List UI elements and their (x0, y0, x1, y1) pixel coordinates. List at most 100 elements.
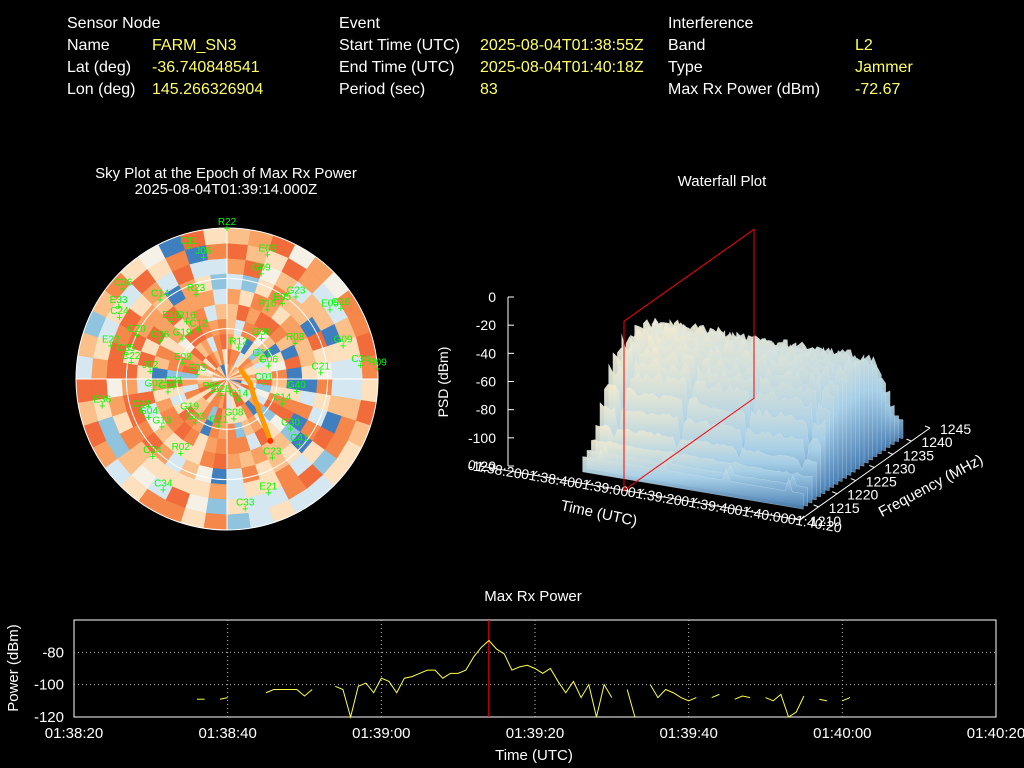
power-line (335, 639, 613, 719)
time-tick (479, 461, 485, 467)
power-title: Max Rx Power (484, 588, 582, 605)
satellite-label: E36 (93, 395, 111, 406)
heat-tile (226, 453, 242, 470)
satellite-label: R08 (286, 332, 305, 343)
heat-tile (346, 378, 364, 401)
heat-tile (286, 366, 303, 380)
heat-tile (360, 378, 378, 403)
sensor-node-panel: Sensor Node Name FARM_SN3 Lat (deg) -36.74… (67, 13, 263, 101)
satellite-label: G21 (209, 414, 228, 425)
satellite-plus: + (218, 390, 224, 402)
heat-tile (226, 438, 240, 455)
sensor-node-row: Lat (deg) -36.740848541 (67, 57, 263, 79)
freq-tick (794, 517, 801, 521)
satellite-label: R22 (218, 217, 237, 228)
satellite-label: C21 (312, 361, 331, 372)
satellite-label: C34 (351, 354, 370, 365)
row-label: Period (sec) (339, 81, 426, 98)
satellite-label: C11 (180, 236, 198, 247)
satellite-plus: + (179, 334, 185, 346)
satellite-label: C33 (236, 498, 255, 509)
heat-tile (207, 483, 228, 501)
satellite-plus: + (258, 269, 264, 281)
satellite-label: G30 (281, 418, 300, 429)
heat-tile (360, 355, 378, 380)
freq-tick (906, 438, 912, 442)
power-line (265, 689, 313, 697)
time-tick (692, 497, 698, 503)
satellite-plus: + (194, 369, 200, 381)
satellite-plus: + (157, 335, 163, 347)
row-value: -36.740848541 (152, 59, 260, 76)
satellite-plus: + (292, 338, 298, 350)
time-tick-label: 01:38:40 (520, 465, 577, 490)
time-tick (746, 506, 752, 512)
satellite-label: E10 (162, 310, 180, 321)
satellite-plus: + (178, 448, 184, 460)
satellite-plus: + (151, 384, 157, 396)
satellite-label: G16 (331, 297, 350, 308)
row-label: Name (67, 37, 110, 54)
marker-frame (623, 228, 755, 492)
satellite-label: C24 (110, 306, 129, 317)
satellite-plus: + (279, 399, 285, 411)
freq-tick-label: 1235 (903, 447, 934, 463)
z-tick-label: -20 (476, 317, 496, 333)
time-tick (532, 470, 538, 476)
satellite-plus: + (149, 451, 155, 463)
freq-tick (887, 451, 894, 455)
z-tick-label: -80 (476, 402, 496, 418)
skyplot: +R22+C11+J06+C36+E33+C24+E22+C35+C22+C20… (75, 217, 387, 531)
row-label: Lon (deg) (67, 81, 136, 98)
y-tick-label: -120 (34, 709, 64, 726)
power-line (765, 693, 805, 718)
satellite-plus: + (279, 298, 285, 310)
heat-tile (121, 378, 138, 396)
heat-tile (226, 257, 247, 275)
power-line (819, 698, 828, 702)
satellite-label: R16 (177, 310, 196, 321)
satellite-plus: + (269, 452, 275, 464)
satellite-label: C31 (165, 375, 184, 386)
interference-row: Type Jammer (668, 57, 913, 79)
satellite-label: G23 (287, 286, 306, 297)
satellite-plus: + (168, 316, 174, 328)
x-tick-label: 01:38:40 (198, 725, 256, 742)
satellite-plus: + (265, 488, 271, 500)
time-tick (639, 488, 645, 494)
satellite-label: G08 (225, 408, 244, 419)
satellite-label: E03 (259, 244, 277, 255)
event-row: End Time (UTC) 2025-08-04T01:40:18Z (339, 57, 644, 79)
satellite-plus: + (139, 405, 145, 417)
satellite-label: J02 (142, 360, 159, 371)
satellite-plus: + (193, 289, 199, 301)
satellite-plus: + (293, 386, 299, 398)
satellite-label: E03 (188, 363, 206, 374)
time-tick-label: 01:38:20 (467, 456, 524, 481)
satellite-plus: + (186, 408, 192, 420)
satellite-label: C06 (151, 329, 170, 340)
satellite-label: G13 (152, 415, 171, 426)
heat-tile (90, 357, 108, 380)
satellite-plus: + (108, 341, 114, 353)
satellite-plus: + (157, 294, 163, 306)
heat-tile (226, 242, 249, 260)
satellite-label: C34 (154, 478, 173, 489)
heat-tile (331, 378, 349, 399)
row-value: -72.67 (855, 81, 901, 98)
heat-tile (226, 512, 251, 530)
row-label: Start Time (UTC) (339, 37, 460, 54)
satellite-plus: + (236, 394, 242, 406)
satellite-plus: + (120, 284, 126, 296)
satellite-plus: + (115, 301, 121, 313)
waterfall-title: Waterfall Plot (677, 173, 767, 190)
jammer-track (239, 368, 273, 444)
satellite-label: J06 (195, 246, 212, 257)
satellite-label: G14 (229, 388, 248, 399)
satellite-label: C36 (114, 278, 133, 289)
x-tick-label: 01:40:00 (813, 725, 871, 742)
x-tick-label: 01:39:20 (506, 725, 564, 742)
satellite-label: C41 (133, 399, 152, 410)
satellite-plus: + (180, 358, 186, 370)
